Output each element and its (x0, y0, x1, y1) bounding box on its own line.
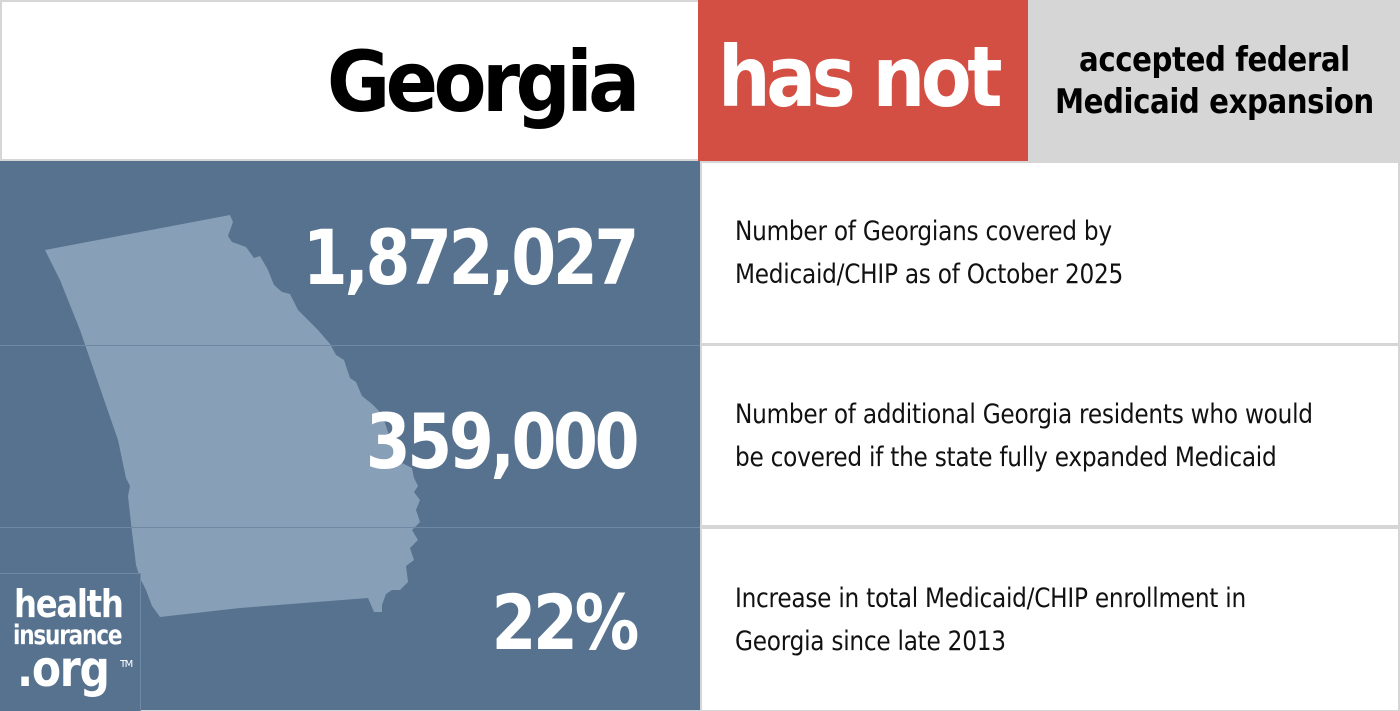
expansion-status-text: has not (718, 28, 1003, 126)
stat-description-line: Increase in total Medicaid/CHIP enrollme… (735, 582, 1246, 614)
stat-description-enrolled: Number of Georgians covered by Medicaid/… (735, 210, 1123, 296)
expansion-description-line-1: accepted federal (1078, 39, 1350, 80)
stat-value-increase: 22% (491, 578, 640, 667)
georgia-state-map-icon (45, 215, 420, 617)
stat-description-card: Number of additional Georgia residents w… (702, 346, 1398, 525)
logo-word-insurance: insurance (13, 620, 122, 651)
stat-description-additional: Number of additional Georgia residents w… (735, 393, 1313, 479)
stat-value-enrolled: 1,872,027 (302, 213, 640, 302)
stat-description-card: Number of Georgians covered by Medicaid/… (702, 163, 1398, 343)
expansion-status-badge: has not (698, 0, 1028, 161)
stat-description-line: Number of additional Georgia residents w… (735, 398, 1313, 430)
stat-value-additional: 359,000 (365, 397, 640, 486)
stat-description-line: Number of Georgians covered by (735, 216, 1112, 247)
row-divider (0, 527, 700, 528)
state-name: Georgia (327, 33, 640, 131)
row-divider (0, 345, 700, 346)
stat-description-line: be covered if the state fully expanded M… (735, 441, 1277, 473)
expansion-description-line-2: Medicaid expansion (1054, 81, 1374, 122)
stat-description-increase: Increase in total Medicaid/CHIP enrollme… (735, 577, 1246, 663)
logo-trademark: TM (120, 659, 133, 670)
logo-word-health: health (14, 582, 124, 626)
expansion-description: accepted federal Medicaid expansion (1028, 0, 1400, 161)
state-title-cell: Georgia (2, 2, 698, 159)
stat-description-card: Increase in total Medicaid/CHIP enrollme… (702, 529, 1398, 710)
stat-description-line: Georgia since late 2013 (735, 625, 1006, 657)
stat-description-line: Medicaid/CHIP as of October 2025 (735, 259, 1124, 290)
healthinsurance-org-logo: health insurance .org TM (0, 573, 141, 711)
logo-word-org: .org (17, 640, 110, 698)
